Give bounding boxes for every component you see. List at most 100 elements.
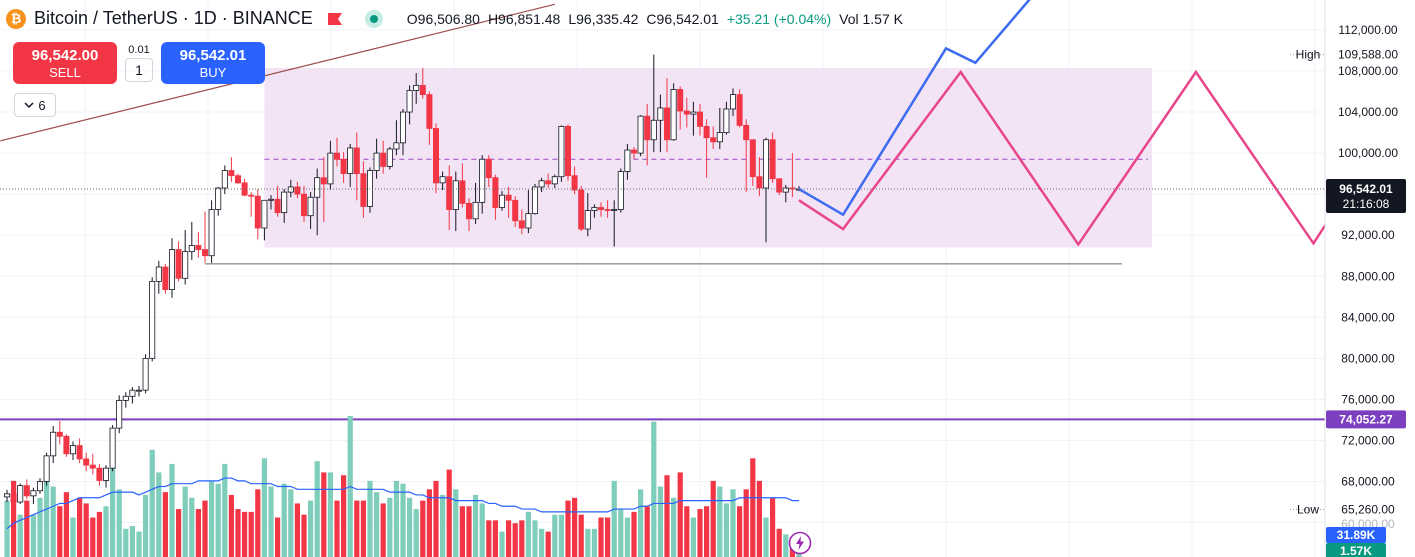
candle (314, 168, 321, 236)
volume-bar (624, 517, 630, 557)
quantity-input[interactable]: 1 (125, 58, 153, 82)
candle (598, 202, 605, 217)
candle (221, 165, 228, 195)
candle (327, 140, 334, 191)
candle (261, 199, 268, 241)
candle (50, 426, 57, 464)
volume-bar (578, 514, 584, 557)
volume-bar (380, 503, 386, 557)
volume-bar (50, 486, 56, 557)
candle (492, 174, 499, 220)
candle (155, 260, 162, 294)
low-label: Low (1297, 503, 1319, 517)
candle (756, 157, 763, 197)
buy-button[interactable]: 96,542.01 BUY (161, 42, 265, 84)
candle (545, 173, 552, 188)
volume-bar (539, 528, 545, 557)
volume-value: Vol 1.57 K (839, 10, 903, 27)
volume-bar (710, 480, 716, 557)
candle (697, 103, 704, 136)
volume-bar (334, 500, 340, 557)
candle (353, 132, 360, 201)
candle (129, 387, 136, 404)
volume-bar (532, 520, 538, 557)
candle (644, 103, 651, 166)
volume-bar (189, 497, 195, 557)
candle (624, 143, 631, 180)
volume-bar (17, 514, 23, 557)
candle (393, 120, 400, 156)
volume-bar (446, 469, 452, 557)
buy-price: 96,542.01 (179, 46, 247, 64)
volume-bar (143, 494, 149, 557)
candle (373, 138, 380, 179)
candle (281, 189, 288, 223)
candle (426, 91, 433, 145)
candle (340, 152, 347, 183)
volume-bar (321, 472, 327, 557)
volume-bar (776, 528, 782, 557)
volume-bar (110, 461, 116, 557)
ohlc-values: O96,506.80 H96,851.48 L96,335.42 C96,542… (407, 11, 903, 27)
chevron-down-icon (24, 102, 34, 109)
candle (386, 146, 393, 170)
candle (366, 167, 373, 213)
candle (347, 143, 354, 187)
candle (591, 204, 598, 218)
lightning-icon[interactable] (788, 531, 812, 555)
symbol-title[interactable]: Bitcoin / TetherUS · 1D · BINANCE (34, 8, 313, 28)
candle (604, 200, 611, 218)
candle (584, 193, 591, 237)
volume-bar (235, 509, 241, 557)
candle (399, 108, 406, 156)
market-status-icon[interactable] (364, 9, 383, 28)
candle (683, 97, 690, 128)
candle (17, 483, 24, 505)
candle (182, 230, 189, 285)
price-tick: 80,000.00 (1341, 351, 1395, 365)
volume-bar (129, 525, 135, 557)
price-tick: 88,000.00 (1341, 269, 1395, 283)
price-tick: 68,000.00 (1341, 475, 1395, 489)
volume-bar (209, 480, 215, 557)
buy-label: BUY (199, 64, 227, 80)
volume-bar (242, 511, 248, 557)
candle (532, 183, 539, 215)
volume-bar (294, 503, 300, 557)
candle (215, 186, 222, 216)
candle (228, 157, 235, 182)
volume-bar (704, 506, 710, 557)
volume-bar (96, 511, 102, 557)
price-tick: 108,000.00 (1338, 64, 1398, 78)
candle (380, 140, 387, 174)
flag-icon[interactable] (327, 12, 343, 26)
volume-bar (664, 475, 670, 557)
volume-bar (367, 480, 373, 557)
volume-bar (360, 500, 366, 557)
indicators-toggle-button[interactable]: 6 (14, 93, 56, 117)
candle (749, 139, 756, 186)
volume-bar (684, 506, 690, 557)
price-axis[interactable]: 112,000.00 108,000.00 104,000.00 100,000.00… (1290, 0, 1415, 557)
projection-blue (798, 0, 1031, 217)
volume-bar (453, 489, 459, 557)
candle (56, 420, 63, 445)
volume-bar (558, 514, 564, 557)
candle (300, 185, 307, 222)
price-tick: 100,000.00 (1338, 146, 1398, 160)
volume-bar (11, 480, 17, 557)
high-value: 109,588.00 (1338, 48, 1398, 62)
sell-button[interactable]: 96,542.00 SELL (13, 42, 117, 84)
low-value: 65,260.00 (1341, 503, 1395, 517)
volume-bar (387, 497, 393, 557)
candle (782, 184, 789, 203)
volume-bar (308, 500, 314, 557)
candle (776, 178, 783, 196)
candle (743, 119, 750, 193)
volume-bar (671, 497, 677, 557)
volume-bar (426, 489, 432, 557)
volume-bar (222, 463, 228, 557)
candle (195, 232, 202, 258)
